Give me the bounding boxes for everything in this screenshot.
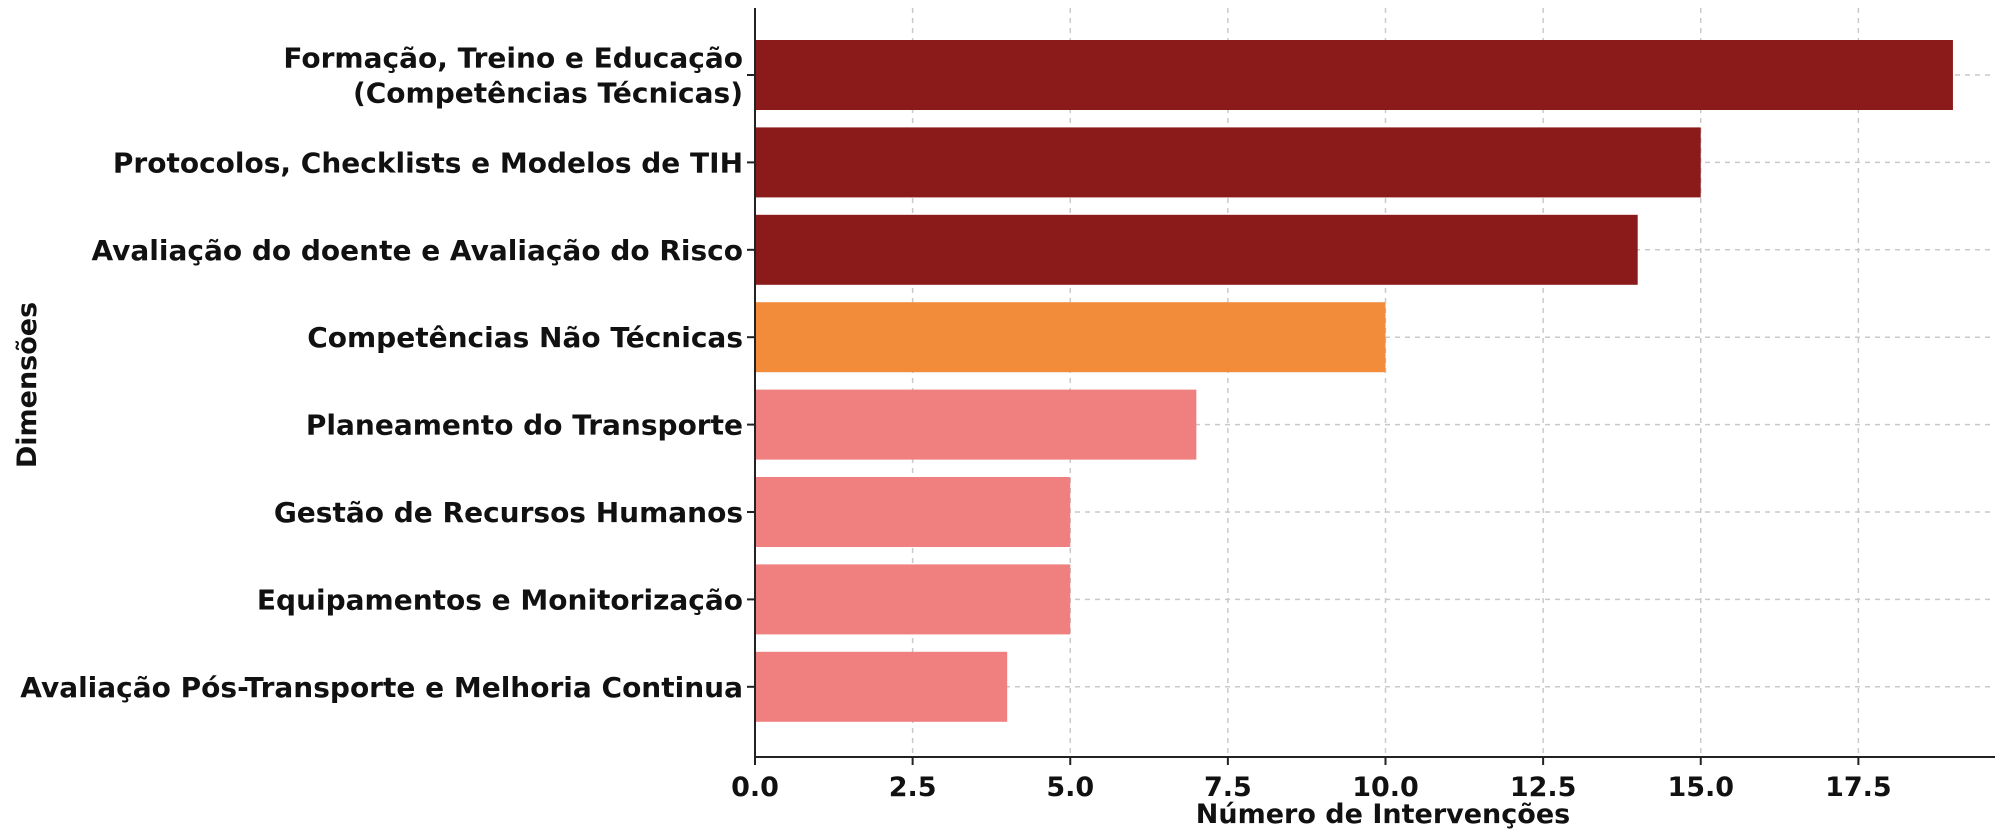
- bar: [755, 302, 1386, 373]
- category-label: Formação, Treino e Educação (Competências…: [283, 42, 743, 110]
- y-axis-title: Dimensões: [12, 302, 43, 468]
- bar: [755, 40, 1953, 110]
- category-label-line: Formação, Treino e Educação: [283, 42, 743, 75]
- bar: [755, 564, 1071, 635]
- x-tick-label: 2.5: [889, 772, 937, 803]
- category-label: Avaliação do doente e Avaliação do Risco: [91, 234, 743, 267]
- axis-layer: [747, 8, 1995, 765]
- x-tick-label: 7.5: [1204, 772, 1252, 803]
- bar: [755, 477, 1071, 547]
- category-label-line: Gestão de Recursos Humanos: [274, 496, 743, 529]
- x-tick-label: 5.0: [1046, 772, 1094, 803]
- labels-layer: Formação, Treino e Educação (Competências…: [20, 42, 1891, 804]
- bar: [755, 127, 1701, 198]
- x-tick-label: 12.5: [1510, 772, 1577, 803]
- x-tick-label: 0.0: [731, 772, 779, 803]
- bar: [755, 389, 1197, 460]
- category-label-line: (Competências Técnicas): [353, 77, 743, 110]
- category-label: Planeamento do Transporte: [306, 409, 743, 442]
- bars-layer: [755, 40, 1953, 722]
- x-tick-label: 15.0: [1667, 772, 1734, 803]
- category-label: Protocolos, Checklists e Modelos de TIH: [113, 146, 743, 179]
- bar: [755, 214, 1638, 285]
- x-axis-title: Número de Intervenções: [1196, 799, 1570, 830]
- category-label-line: Competências Não Técnicas: [307, 321, 743, 354]
- bar: [755, 651, 1008, 722]
- category-label: Gestão de Recursos Humanos: [274, 496, 743, 529]
- category-label: Avaliação Pós-Transporte e Melhoria Cont…: [20, 671, 743, 704]
- category-label: Competências Não Técnicas: [307, 321, 743, 354]
- category-label-line: Planeamento do Transporte: [306, 409, 743, 442]
- category-label-line: Avaliação do doente e Avaliação do Risco: [91, 234, 743, 267]
- category-label-line: Protocolos, Checklists e Modelos de TIH: [113, 146, 743, 179]
- x-tick-label: 17.5: [1825, 772, 1892, 803]
- category-label: Equipamentos e Monitorização: [257, 583, 743, 616]
- category-label-line: Equipamentos e Monitorização: [257, 583, 743, 616]
- grid-layer: [755, 8, 1995, 757]
- x-tick-label: 10.0: [1352, 772, 1419, 803]
- category-label-line: Avaliação Pós-Transporte e Melhoria Cont…: [20, 671, 743, 704]
